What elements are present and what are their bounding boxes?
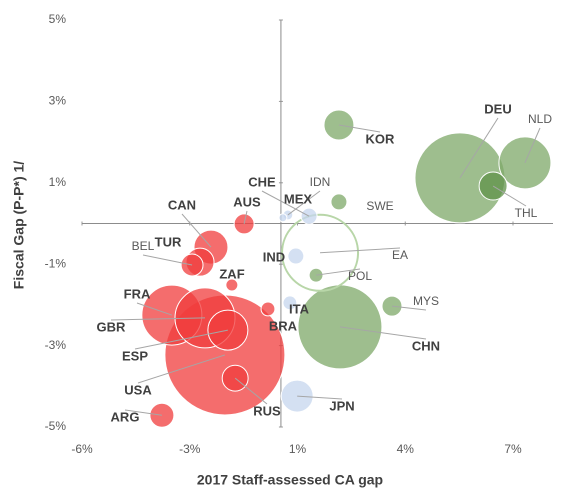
data-label: JPN [329,398,354,413]
data-label: FRA [124,286,151,301]
data-label: NLD [528,112,552,126]
data-label: BRA [269,318,298,333]
y-tick-label: -3% [45,338,67,352]
data-label: USA [124,382,152,397]
bubble [281,213,360,292]
y-axis-title: Fiscal Gap (P-P*) 1/ [11,161,27,289]
data-label: CHE [248,174,276,189]
data-label: IND [263,249,285,264]
data-label: RUS [253,403,281,418]
data-label: SWE [366,199,393,213]
bubble [260,301,276,317]
leader-line [524,127,541,164]
leader-line [391,305,427,311]
data-label: ARG [111,409,140,424]
data-label: KOR [366,131,396,146]
x-tick-label: 7% [504,442,522,456]
data-label: MYS [413,294,439,308]
bubble [225,278,239,292]
data-label: AUS [233,194,261,209]
bubble [287,247,305,265]
leader-line [492,185,527,207]
data-label: ITA [289,301,310,316]
y-tick-label: -1% [45,256,67,270]
y-tick-label: 3% [49,94,67,108]
leader-line [137,354,226,384]
data-label: IDN [310,175,331,189]
data-label: BEL [132,239,155,253]
y-tick-label: 5% [49,12,67,26]
leader-line [261,190,310,217]
leader-line [320,247,401,254]
data-label: TUR [155,234,182,249]
x-tick-label: -6% [71,442,93,456]
data-label: CAN [168,197,196,212]
x-tick-label: -3% [179,442,201,456]
bubble [308,267,324,283]
leader-line [287,190,321,216]
leader-line [142,254,193,266]
leader-line [315,268,361,276]
data-label: MEX [284,191,313,206]
leader-line [134,329,228,350]
x-tick-label: 1% [289,442,307,456]
data-label: ESP [122,348,148,363]
data-label: EA [392,248,408,262]
leader-line [124,409,162,416]
leader-line [297,395,343,400]
x-axis-title: 2017 Staff-assessed CA gap [197,472,383,488]
bubble [330,193,348,211]
leader-line [181,213,212,248]
leader-line [136,302,173,316]
y-tick-label: 1% [49,175,67,189]
leader-line [110,317,206,321]
leader-line [243,210,248,225]
leader-line [338,124,381,133]
y-tick-label: -5% [45,419,67,433]
data-label: GBR [97,319,127,334]
bubble [278,213,288,223]
leader-line [459,117,499,179]
data-label: ZAF [219,266,244,281]
leader-line [339,326,427,340]
data-label: CHN [412,338,440,353]
bubble [282,295,298,311]
leader-line [234,377,268,405]
data-label: DEU [484,101,511,116]
data-label: POL [348,269,372,283]
data-label: THL [515,206,538,220]
x-tick-label: 4% [397,442,415,456]
